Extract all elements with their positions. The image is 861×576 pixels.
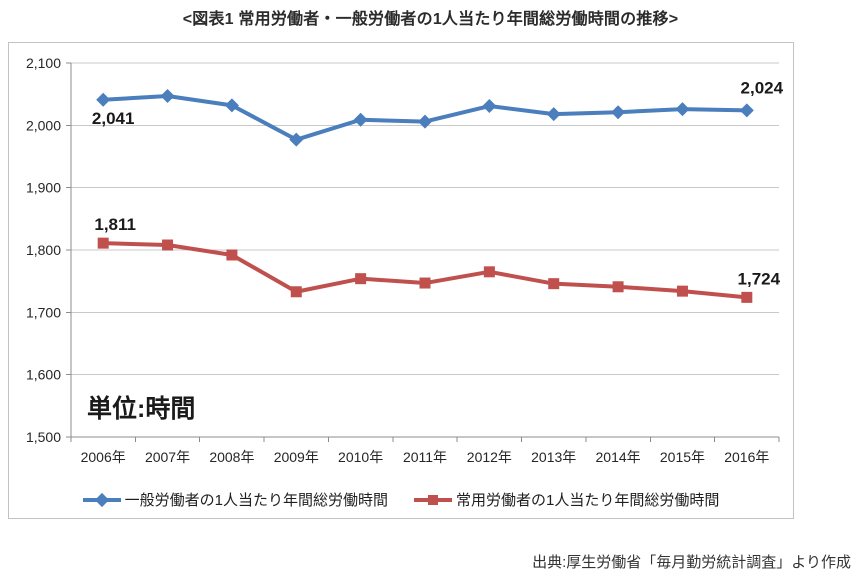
x-axis-label: 2013年: [531, 449, 576, 465]
data-point-diamond: [482, 99, 497, 114]
legend-diamond-marker-icon: [82, 492, 121, 507]
data-point-diamond: [289, 132, 304, 147]
x-axis-label: 2006年: [81, 449, 126, 465]
y-axis-label: 1,800: [26, 242, 61, 258]
legend-label-regular-workers: 常用労働者の1人当たり年間総労働時間: [456, 492, 720, 509]
legend-item-general-workers: 一般労働者の1人当たり年間総労働時間: [82, 489, 388, 510]
data-point-label: 2,024: [741, 78, 784, 97]
data-point-diamond: [675, 102, 690, 117]
data-point-square: [483, 266, 495, 278]
x-axis-label: 2016年: [724, 449, 769, 465]
data-point-square: [548, 278, 560, 290]
x-axis-label: 2008年: [209, 449, 254, 465]
data-point-diamond: [96, 92, 111, 107]
y-axis-label: 2,000: [26, 117, 61, 133]
data-point-square: [290, 286, 302, 298]
data-point-diamond: [418, 114, 432, 129]
data-point-square: [419, 277, 431, 289]
data-point-diamond: [353, 112, 368, 127]
data-point-square: [741, 291, 753, 303]
data-point-square: [162, 239, 174, 251]
data-point-diamond: [739, 103, 754, 118]
chart-container: 1,500 1,600 1,700 1,800 1,900 2,000 2,100 2006年…: [8, 42, 794, 519]
unit-label: 単位:時間: [87, 395, 196, 423]
legend-item-regular-workers: 常用労働者の1人当たり年間総労働時間: [414, 489, 719, 510]
y-axis-label: 1,700: [26, 304, 61, 320]
y-axis-label: 1,600: [26, 367, 61, 383]
chart-legend: 一般労働者の1人当たり年間総労働時間 常用労働者の1人当たり年間総労働時間: [9, 489, 793, 510]
data-point-label: 1,724: [738, 269, 781, 288]
data-point-square: [355, 273, 367, 285]
y-axis-label: 2,100: [26, 55, 61, 71]
data-point-square: [226, 249, 238, 261]
data-point-label: 1,811: [94, 215, 136, 234]
line-chart: 1,500 1,600 1,700 1,800 1,900 2,000 2,100 2006年…: [26, 55, 784, 465]
x-axis-label: 2015年: [660, 449, 705, 465]
series-line-1: [101, 241, 749, 300]
data-point-square: [612, 281, 624, 293]
x-axis-label: 2012年: [467, 449, 512, 465]
x-axis-label: 2011年: [403, 449, 447, 465]
x-axis-label: 2010年: [338, 449, 383, 465]
y-axis-label: 1,900: [26, 180, 61, 196]
data-point-square: [97, 237, 109, 249]
chart-title: <図表1 常用労働者・一般労働者の1人当たり年間総労働時間の推移>: [182, 11, 679, 28]
data-point-diamond: [611, 105, 626, 120]
x-axis-label: 2007年: [145, 449, 190, 465]
x-axis-label: 2014年: [596, 449, 641, 465]
y-axis-label: 1,500: [26, 429, 61, 445]
data-point-diamond: [224, 98, 239, 113]
data-point-diamond: [546, 107, 561, 122]
source-note: 出典:厚生労働省「毎月勤労統計調査」より作成: [532, 554, 851, 571]
data-point-diamond: [160, 89, 175, 104]
x-axis-label: 2009年: [274, 449, 319, 465]
legend-label-general-workers: 一般労働者の1人当たり年間総労働時間: [124, 492, 388, 509]
legend-square-marker-icon: [414, 493, 452, 507]
data-point-square: [676, 285, 688, 297]
data-point-label: 2,041: [92, 109, 135, 128]
